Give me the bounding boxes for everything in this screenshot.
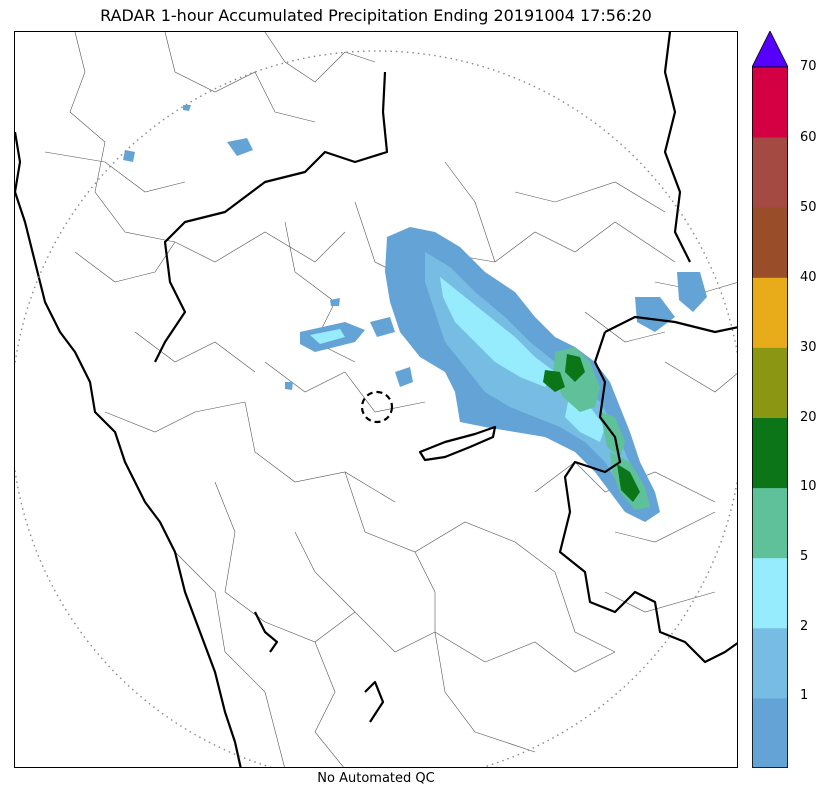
colorbar-tick-30: 30 — [800, 340, 817, 355]
colorbar-tick-50: 50 — [800, 200, 817, 215]
precipitation-echoes — [123, 105, 707, 522]
colorbar-tick-2: 2 — [800, 619, 809, 634]
radar-site-marker — [360, 390, 394, 424]
colorbar-tick-20: 20 — [800, 410, 817, 425]
colorbar-tick-40: 40 — [800, 270, 817, 285]
colorbar-extend-arrow — [752, 31, 788, 68]
radar-map-canvas — [15, 32, 737, 767]
colorbar-band-9 — [752, 67, 788, 138]
district-borders — [44, 32, 737, 767]
qc-note: No Automated QC — [317, 771, 435, 786]
colorbar-band-8 — [752, 137, 788, 208]
colorbar-band-1 — [752, 627, 788, 699]
colorbar-band-4 — [752, 417, 788, 489]
colorbar-canvas — [752, 31, 788, 768]
radar-map[interactable] — [14, 31, 738, 768]
colorbar-tick-5: 5 — [800, 549, 809, 564]
state-borders — [15, 32, 737, 767]
colorbar-band-2 — [752, 557, 788, 629]
colorbar-band-5 — [752, 347, 788, 418]
colorbar-band-3 — [752, 487, 788, 559]
colorbar-tick-70: 70 — [800, 59, 817, 74]
colorbar — [752, 31, 788, 768]
colorbar-tick-1: 1 — [800, 688, 809, 703]
colorbar-tick-10: 10 — [800, 479, 817, 494]
colorbar-band-0 — [752, 697, 788, 768]
colorbar-band-6 — [752, 277, 788, 348]
colorbar-band-7 — [752, 207, 788, 278]
colorbar-tick-60: 60 — [800, 130, 817, 145]
map-title: RADAR 1-hour Accumulated Precipitation E… — [100, 6, 652, 25]
